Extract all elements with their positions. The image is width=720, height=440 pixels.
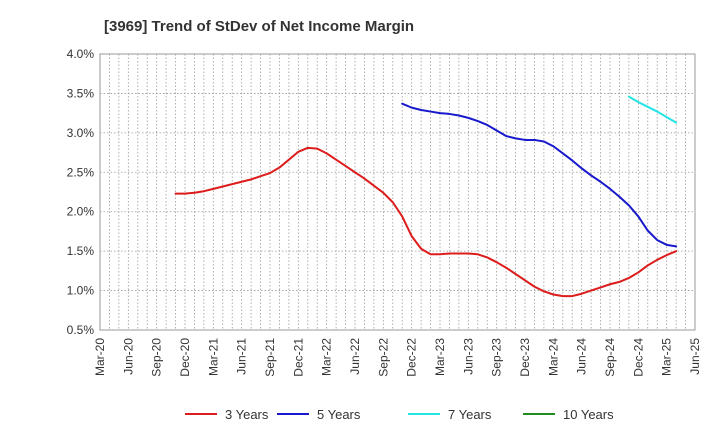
x-tick-label: Mar-24 [546,338,560,376]
x-tick-label: Mar-23 [433,338,447,376]
x-tick-label: Dec-24 [631,338,645,377]
x-tick-label: Sep-22 [376,338,390,377]
chart-title: [3969] Trend of StDev of Net Income Marg… [104,18,414,35]
x-tick-label: Mar-20 [93,338,107,376]
x-tick-label: Mar-22 [320,338,334,376]
y-tick-label: 2.5% [67,165,95,179]
y-tick-label: 1.5% [67,244,95,258]
x-tick-label: Dec-22 [405,338,419,377]
legend-label: 10 Years [563,407,614,422]
y-tick-label: 3.5% [67,86,95,100]
x-tick-label: Dec-20 [178,338,192,377]
x-tick-label: Sep-23 [490,338,504,377]
x-tick-label: Dec-23 [518,338,532,377]
legend: 3 Years 5 Years 7 Years 10 Years [185,407,614,422]
legend-label: 7 Years [448,407,492,422]
x-tick-label: Mar-21 [206,338,220,376]
legend-label: 3 Years [225,407,269,422]
x-tick-label: Dec-21 [291,338,305,377]
series-line-1 [174,146,678,298]
grid [100,54,695,330]
x-tick-label: Jun-25 [688,338,702,375]
x-tick-label: Sep-24 [603,338,617,377]
x-tick-label: Jun-23 [461,338,475,375]
x-tick-label: Sep-21 [263,338,277,377]
y-tick-label: 1.0% [67,284,95,298]
y-tick-label: 2.0% [67,205,95,219]
y-tick-label: 4.0% [67,47,95,61]
x-tick-label: Jun-21 [235,338,249,375]
series-line-2 [401,102,678,248]
series-line-3 [627,95,678,124]
y-axis: 0.5% 1.0% 1.5% 2.0% 2.5% 3.0% 3.5% 4.0% [67,47,95,337]
x-tick-label: Sep-20 [150,338,164,377]
x-axis: Mar-20 Jun-20 Sep-20 Dec-20 Mar-21 Jun-21 Sep-… [93,338,702,377]
series-lines [174,95,678,298]
legend-label: 5 Years [317,407,361,422]
y-tick-label: 3.0% [67,126,95,140]
x-tick-label: Mar-25 [660,338,674,376]
x-tick-label: Jun-20 [121,338,135,375]
plot-area [100,54,695,330]
x-tick-label: Jun-22 [348,338,362,375]
x-tick-label: Jun-24 [575,338,589,375]
y-tick-label: 0.5% [67,323,95,337]
plot-frame [99,53,696,331]
